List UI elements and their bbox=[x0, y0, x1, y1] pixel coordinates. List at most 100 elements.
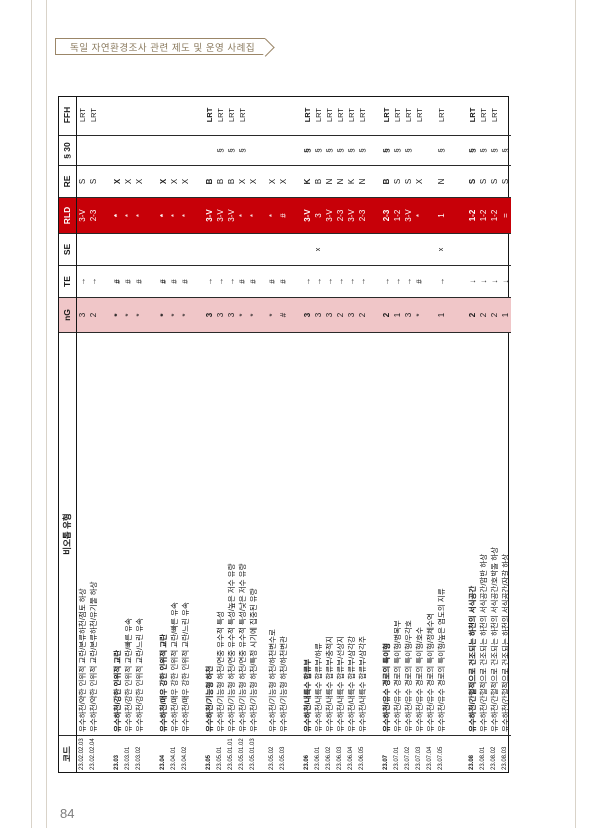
spacer-cell bbox=[259, 136, 267, 166]
name-cell: 유수하천/내륙수 합류부/삼각강 bbox=[346, 333, 357, 736]
table-row: 23.07.01 유수하천/유수 경로의 특이형/병목부 1 → 1-2 S § LRT bbox=[392, 95, 403, 772]
se-cell bbox=[392, 234, 403, 266]
ffh-cell bbox=[180, 95, 191, 136]
header-biotope-type: 비오톱 유형 bbox=[59, 333, 76, 736]
ffh-cell: LRT bbox=[237, 95, 248, 136]
te-cell: → bbox=[403, 266, 414, 298]
ffh-cell bbox=[500, 95, 511, 136]
spacer-cell bbox=[99, 198, 112, 234]
rld-cell: * bbox=[237, 198, 248, 234]
group-spacer-row bbox=[145, 95, 158, 772]
ffh-cell: LRT bbox=[215, 95, 226, 136]
se-cell bbox=[88, 234, 99, 266]
code-cell: 23.05.01.03 bbox=[250, 738, 256, 770]
ffh-cell: LRT bbox=[226, 95, 237, 136]
spacer-cell bbox=[145, 166, 158, 198]
ffh-cell: LRT bbox=[302, 95, 313, 136]
code-cell: 23.05.03 bbox=[280, 746, 286, 770]
te-cell: → bbox=[381, 266, 392, 298]
spacer-cell bbox=[99, 333, 112, 736]
code-cell: 23.08.02 bbox=[491, 746, 497, 770]
ng-cell: 2 bbox=[381, 298, 392, 333]
ng-cell: # bbox=[278, 298, 289, 333]
name-cell: 유수하천/기능형 하천/연중 유수적 특성/높은 저수 유량 bbox=[226, 333, 237, 736]
table-row: 23.07.04 유수하천/유수 경로의 특이형/정체수역 bbox=[425, 95, 436, 772]
header-code: 코드 bbox=[62, 746, 72, 762]
table-row: 23.06.01 유수하천/내륙수 합류부/하류 3 → x 3 B § LRT bbox=[313, 95, 324, 772]
table-row: 23.06.04 유수하천/내륙수 합류부/삼각강 3 → 3-V K § LRT bbox=[346, 95, 357, 772]
spacer-cell bbox=[99, 95, 112, 136]
s30-cell: § bbox=[403, 136, 414, 166]
re-cell: K bbox=[346, 166, 357, 198]
s30-cell bbox=[248, 136, 259, 166]
ffh-cell bbox=[425, 95, 436, 136]
re-cell: X bbox=[134, 166, 145, 198]
ffh-cell: LRT bbox=[381, 95, 392, 136]
re-cell: S bbox=[500, 166, 511, 198]
page-margin-rule-right bbox=[575, 0, 576, 828]
re-cell: X bbox=[112, 166, 123, 198]
table-header-row: 코드 비오톱 유형 nG TE SE RLD RE § 30 FFH bbox=[59, 95, 77, 772]
ng-cell: 2 bbox=[478, 298, 489, 333]
se-cell bbox=[158, 234, 169, 266]
ffh-cell: LRT bbox=[77, 95, 88, 136]
ng-cell: * bbox=[237, 298, 248, 333]
ng-cell: * bbox=[414, 298, 425, 333]
ng-cell bbox=[425, 298, 436, 333]
spacer-cell bbox=[447, 298, 467, 333]
s30-cell bbox=[134, 136, 145, 166]
spacer-cell bbox=[99, 266, 112, 298]
te-cell: → bbox=[302, 266, 313, 298]
name-cell: 유수하천/내륙수 합류부 bbox=[302, 333, 313, 736]
se-cell bbox=[204, 234, 215, 266]
spacer-cell bbox=[289, 166, 302, 198]
name-cell: 유수하천/유수 경로의 특이형/병목부 bbox=[392, 333, 403, 736]
table-row: 23.05 유수하천/기능형 하천 3 → 3-V B LRT bbox=[204, 95, 215, 772]
code-cell: 23.07.04 bbox=[427, 746, 433, 770]
name-cell: 유수하천/기능형 하천/연중 유수적 특성 bbox=[215, 333, 226, 736]
ng-cell: 2 bbox=[357, 298, 368, 333]
ng-cell: 3 bbox=[215, 298, 226, 333]
code-cell: 23.07.01 bbox=[394, 746, 400, 770]
spacer-cell bbox=[447, 234, 467, 266]
ffh-cell: LRT bbox=[313, 95, 324, 136]
s30-cell: § bbox=[357, 136, 368, 166]
se-cell bbox=[381, 234, 392, 266]
ng-cell: * bbox=[267, 298, 278, 333]
ng-cell: 1 bbox=[392, 298, 403, 333]
code-cell: 23.06.01 bbox=[315, 746, 321, 770]
se-cell bbox=[346, 234, 357, 266]
s30-cell bbox=[112, 136, 123, 166]
s30-cell: § bbox=[226, 136, 237, 166]
name-cell: 유수하천/강한 인위적 교란/빠른 유속 bbox=[123, 333, 134, 736]
te-cell: ↓ bbox=[489, 266, 500, 298]
rld-cell bbox=[425, 198, 436, 234]
ffh-cell: LRT bbox=[324, 95, 335, 136]
s30-cell bbox=[267, 136, 278, 166]
re-cell: N bbox=[324, 166, 335, 198]
ffh-cell: LRT bbox=[346, 95, 357, 136]
s30-cell: § bbox=[335, 136, 346, 166]
code-cell: 23.06.03 bbox=[337, 746, 343, 770]
te-cell: → bbox=[346, 266, 357, 298]
table-row: 23.07.02 유수하천/유수 경로의 특이형/우각호 3 → 3-V S § LRT bbox=[403, 95, 414, 772]
rld-cell: 3-V bbox=[324, 198, 335, 234]
s30-cell bbox=[77, 136, 88, 166]
se-cell bbox=[180, 234, 191, 266]
rld-cell: * bbox=[134, 198, 145, 234]
code-cell: 23.08.03 bbox=[502, 746, 508, 770]
te-cell: # bbox=[267, 266, 278, 298]
header-ffh: FFH bbox=[59, 95, 76, 136]
table-row: 23.07.05 유수하천/유수 경로의 특이형/높은 염도의 지류 1 → x 1 N § L… bbox=[436, 95, 447, 772]
rld-cell: 1-2 bbox=[392, 198, 403, 234]
spacer-cell bbox=[259, 198, 267, 234]
code-cell: 23.04.01 bbox=[171, 746, 177, 770]
rld-cell: * bbox=[112, 198, 123, 234]
code-cell: 23.05.01 bbox=[217, 746, 223, 770]
s30-cell bbox=[204, 136, 215, 166]
header-te: TE bbox=[59, 266, 76, 298]
te-cell: ↓ bbox=[500, 266, 511, 298]
code-cell: 23.05.01.02 bbox=[239, 738, 245, 770]
ffh-cell bbox=[158, 95, 169, 136]
